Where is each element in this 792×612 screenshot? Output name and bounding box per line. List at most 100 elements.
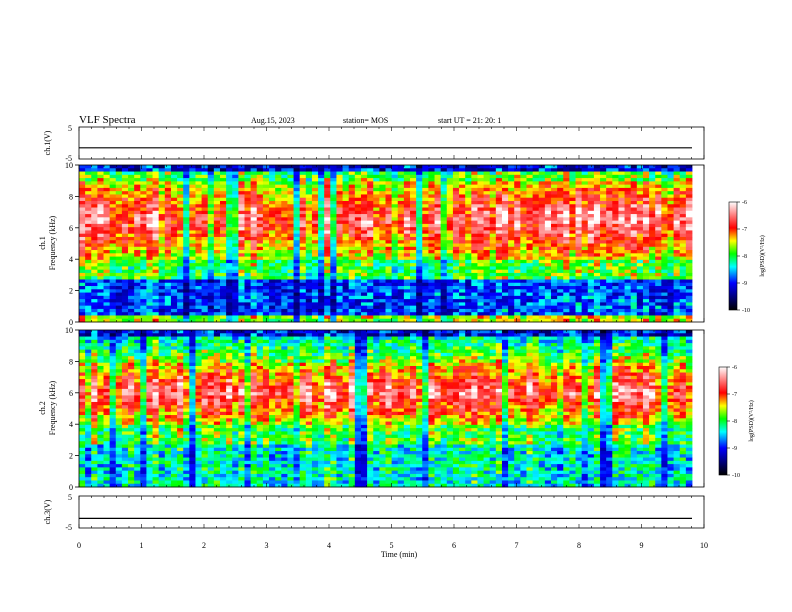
spectrogram-cell [471, 305, 478, 310]
spectrogram-cell [557, 308, 564, 313]
spectrogram-cell [262, 233, 270, 238]
spectrogram-cell [465, 243, 472, 248]
spectrogram-cell [581, 266, 589, 271]
spectrogram-cell [563, 302, 570, 307]
spectrogram-cell [97, 359, 104, 364]
spectrogram-cell [244, 256, 252, 261]
spectrogram-cell [226, 308, 233, 313]
spectrogram-cell [97, 223, 104, 228]
spectrogram-cell [189, 197, 196, 202]
spectrogram-cell [367, 259, 374, 264]
spectrogram-cell [269, 246, 276, 251]
spectrogram-cell [152, 318, 160, 323]
spectrogram-cell [183, 217, 190, 221]
spectrogram-cell [477, 181, 484, 186]
spectrogram-cell [655, 295, 662, 300]
spectrogram-cell [606, 174, 613, 179]
spectrogram-cell [250, 171, 258, 176]
spectrogram-cell [452, 191, 460, 195]
spectrogram-cell [379, 318, 386, 323]
spectrogram-cell [330, 250, 337, 254]
spectrogram-cell [483, 236, 491, 241]
spectrogram-cell [581, 286, 589, 290]
spectrogram-cell [569, 204, 576, 208]
spectrogram-cell [495, 214, 503, 218]
spectrogram-cell [103, 174, 111, 179]
spectrogram-cell [244, 289, 252, 293]
spectrogram-cell [428, 302, 435, 307]
spectrogram-cell [624, 308, 632, 313]
spectrogram-cell [495, 174, 503, 179]
spectrogram-cell [416, 299, 423, 303]
spectrogram-cell [109, 178, 117, 182]
spectrogram-cell [275, 230, 282, 235]
spectrogram-cell [618, 312, 625, 316]
spectrogram-cell [97, 197, 104, 202]
spectrogram-cell [532, 302, 540, 307]
spectrogram-cell [170, 289, 178, 293]
spectrogram-cell [630, 286, 638, 290]
spectrogram-cell [158, 246, 166, 251]
spectrogram-cell [115, 305, 123, 310]
spectrogram-cell [287, 223, 294, 228]
spectrogram-cell [569, 223, 576, 228]
spectrogram-cell [618, 243, 625, 248]
spectrogram-cell [128, 191, 135, 195]
spectrogram-cell [403, 250, 411, 254]
spectrogram-cell [452, 165, 460, 169]
spectrogram-cell [636, 259, 644, 264]
spectrogram-cell [452, 286, 460, 290]
spectrogram-cell [446, 171, 454, 176]
spectrogram-cell [158, 233, 166, 238]
spectrogram-cell [348, 181, 356, 186]
spectrogram-cell [624, 292, 632, 297]
spectrogram-cell [636, 318, 644, 323]
spectrogram-cell [514, 318, 521, 323]
spectrogram-cell [232, 266, 239, 271]
spectrogram-cell [293, 289, 301, 293]
spectrogram-cell [446, 217, 454, 221]
spectrogram-cell [262, 253, 270, 257]
spectrogram-cell [446, 200, 454, 205]
spectrogram-cell [109, 269, 117, 274]
spectrogram-cell [489, 282, 497, 287]
spectrogram-cell [679, 217, 687, 221]
spectrogram-cell [471, 318, 478, 323]
spectrogram-cell [305, 318, 313, 323]
spectrogram-cell [189, 305, 196, 310]
spectrogram-cell [354, 292, 362, 297]
spectrogram-cell [661, 256, 668, 261]
spectrogram-cell [207, 266, 215, 271]
spectrogram-cell [79, 178, 86, 182]
spectrogram-cell [673, 240, 681, 244]
spectrogram-cell [342, 308, 350, 313]
spectrogram-cell [667, 266, 675, 271]
spectrogram-cell [495, 286, 503, 290]
spectrogram-cell [348, 282, 356, 287]
spectrogram-cell [538, 246, 546, 251]
spectrogram-cell [97, 343, 104, 347]
spectrogram-cell [465, 230, 472, 235]
spectrogram-cell [630, 250, 638, 254]
spectrogram-cell [79, 259, 86, 264]
spectrogram-cell [544, 194, 552, 199]
spectrogram-cell [85, 204, 92, 208]
spectrogram-cell [91, 333, 98, 337]
spectrogram-cell [146, 220, 153, 225]
spectrogram-cell [397, 181, 405, 186]
spectrogram-cell [226, 246, 233, 251]
spectrogram-cell [269, 187, 276, 192]
spectrogram-cell [636, 197, 644, 202]
spectrogram-cell [299, 191, 307, 195]
spectrogram-cell [532, 295, 540, 300]
spectrogram-cell [575, 181, 583, 186]
spectrogram-cell [158, 230, 166, 235]
spectrogram-cell [373, 286, 380, 290]
spectrogram-cell [465, 200, 472, 205]
spectrogram-cell [109, 276, 117, 280]
spectrogram-cell [348, 230, 356, 235]
spectrogram-cell [612, 253, 619, 257]
spectrogram-cell [91, 220, 98, 225]
spectrogram-cell [538, 305, 546, 310]
spectrogram-cell [557, 197, 564, 202]
